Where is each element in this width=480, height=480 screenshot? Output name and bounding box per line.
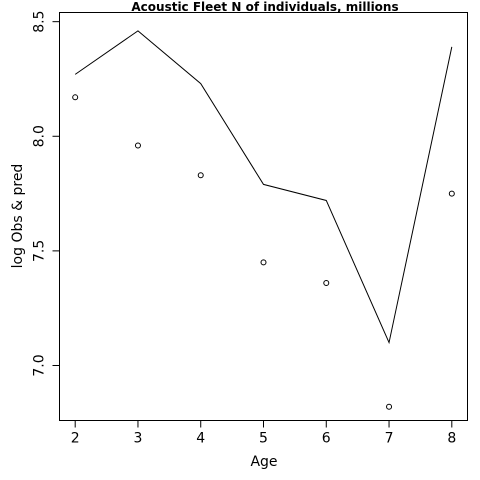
y-tick-label: 7.5 [32,240,48,262]
x-axis: 2 3 4 5 6 7 8 [71,420,456,447]
x-axis-label: Age [250,454,277,470]
y-axis-label: log Obs & pred [10,164,26,269]
chart-title: Acoustic Fleet N of individuals, million… [131,0,398,14]
x-tick-label: 3 [134,431,143,447]
observed-point [386,403,393,410]
observed-point [323,279,330,286]
x-tick-label: 4 [196,431,205,447]
observed-point [260,259,267,266]
plot-area-frame [59,12,468,421]
x-tick-label: 7 [385,431,394,447]
x-tick-label: 8 [447,431,456,447]
y-tick-label: 8.0 [32,125,48,147]
series-layer [72,30,455,410]
observed-point [134,142,141,149]
y-tick-label: 7.0 [32,354,48,376]
observed-point [197,172,204,179]
observed-point [448,190,455,197]
observed-point [72,94,79,101]
x-tick-label: 5 [259,431,268,447]
predicted-line [74,30,453,345]
x-tick-label: 6 [322,431,331,447]
y-tick-label: 8.5 [32,11,48,33]
x-tick-label: 2 [71,431,80,447]
y-axis: 7.0 7.5 8.0 8.5 [32,11,60,377]
